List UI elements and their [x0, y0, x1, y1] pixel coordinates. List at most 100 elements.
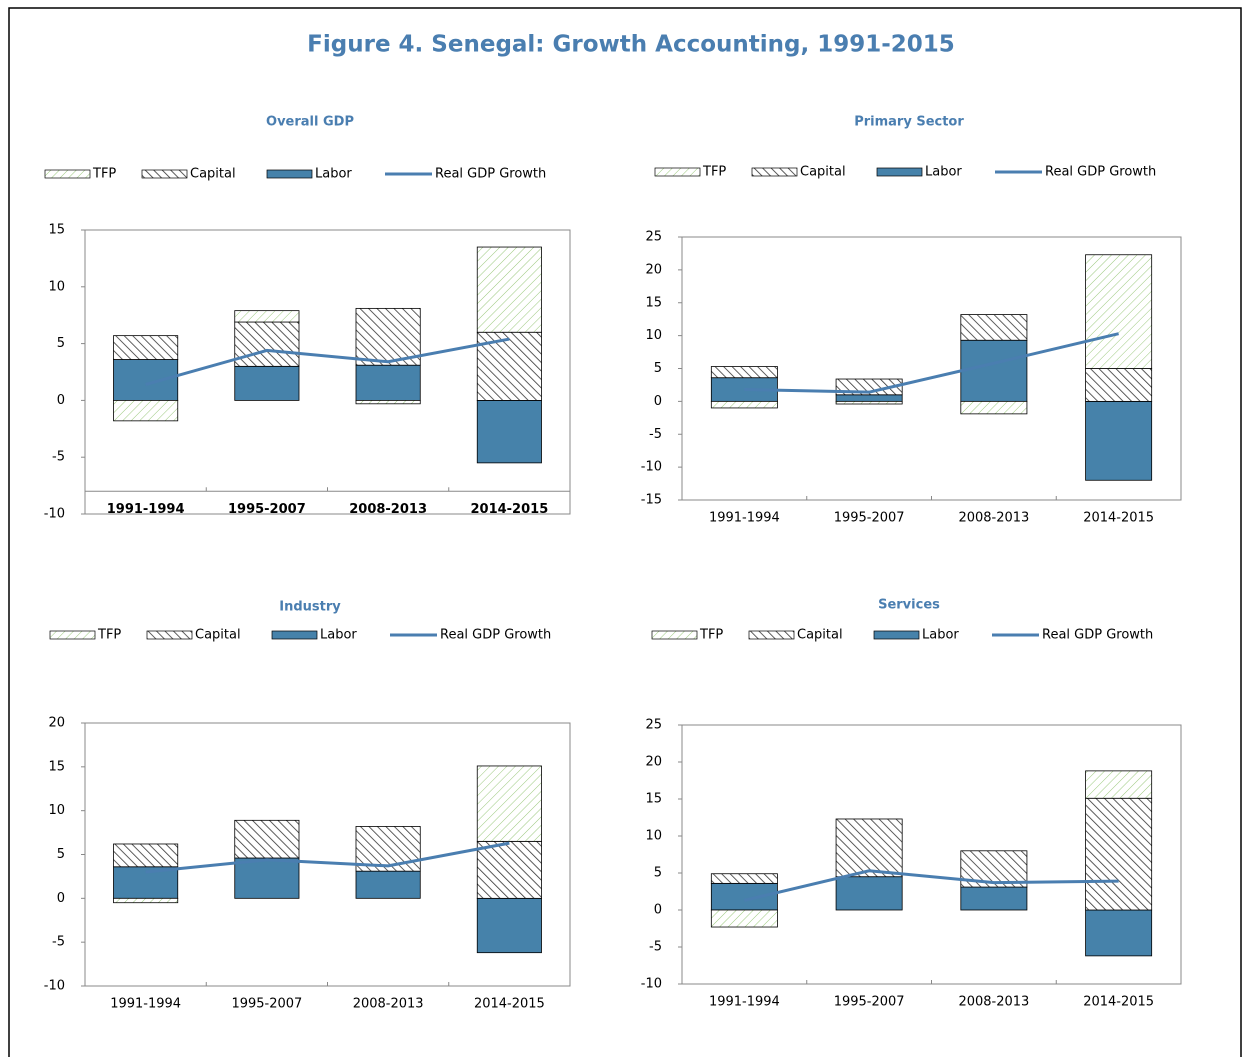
- x-tick-label: 1991-1994: [709, 511, 780, 526]
- bar-segment: [234, 819, 300, 859]
- bar-segment: [476, 897, 542, 954]
- y-tick-label: -10: [641, 460, 662, 475]
- chart-title: Overall GDP: [266, 115, 354, 130]
- legend-label: Real GDP Growth: [1045, 165, 1156, 180]
- y-tick-label: 0: [57, 891, 65, 906]
- y-tick-label: 0: [654, 903, 662, 918]
- bar-segment: [710, 909, 778, 928]
- bar-segment: [1085, 254, 1153, 369]
- x-tick-label: 1995-2007: [231, 997, 302, 1012]
- legend-label: Labor: [925, 165, 962, 180]
- legend-swatch: [651, 630, 698, 640]
- legend-swatch: [873, 630, 920, 640]
- legend-label: TFP: [699, 628, 723, 643]
- y-tick-label: 15: [48, 223, 65, 238]
- bar-segment: [476, 399, 542, 464]
- x-tick-label: 2014-2015: [470, 502, 548, 517]
- bar-segment: [1085, 770, 1153, 799]
- x-tick-label: 2008-2013: [958, 995, 1029, 1010]
- y-tick-label: 0: [57, 393, 65, 408]
- bar-segment: [1085, 400, 1153, 481]
- bar-segment: [113, 399, 179, 422]
- legend-label: TFP: [702, 165, 726, 180]
- legend-label: TFP: [97, 628, 121, 643]
- legend-label: Capital: [797, 628, 843, 643]
- bar-segment: [476, 840, 542, 899]
- y-tick-label: -10: [44, 507, 65, 522]
- y-tick-label: -5: [649, 427, 662, 442]
- legend-label: Labor: [320, 628, 357, 643]
- bar-segment: [710, 882, 778, 911]
- y-tick-label: 10: [645, 829, 662, 844]
- y-tick-label: 25: [645, 718, 662, 733]
- bar-segment: [476, 765, 542, 842]
- legend-label: Capital: [190, 167, 236, 182]
- y-tick-label: 5: [654, 866, 662, 881]
- bar-segment: [710, 873, 778, 884]
- bar-segment: [710, 400, 778, 409]
- x-tick-label: 2008-2013: [353, 997, 424, 1012]
- x-tick-label: 2014-2015: [1083, 995, 1154, 1010]
- y-tick-label: 20: [645, 755, 662, 770]
- bar-segment: [234, 310, 300, 323]
- legend-label: Real GDP Growth: [435, 167, 546, 182]
- y-tick-label: 20: [48, 716, 65, 731]
- y-tick-label: 10: [48, 279, 65, 294]
- y-tick-label: 15: [48, 759, 65, 774]
- x-tick-label: 2008-2013: [349, 502, 427, 517]
- x-tick-label: 2014-2015: [474, 997, 545, 1012]
- y-tick-label: 10: [48, 803, 65, 818]
- bar-segment: [835, 818, 903, 878]
- line: [145, 337, 510, 386]
- chart-title: Primary Sector: [854, 115, 964, 130]
- y-tick-label: -5: [52, 935, 65, 950]
- bar-segment: [234, 857, 300, 899]
- bar-segment: [835, 876, 903, 911]
- bar-segment: [355, 307, 421, 366]
- frame: [8, 7, 1242, 1057]
- bar-segment: [960, 314, 1028, 341]
- legend-swatch: [271, 630, 318, 640]
- legend-label: TFP: [92, 167, 116, 182]
- legend-label: Labor: [922, 628, 959, 643]
- legend-label: Capital: [800, 165, 846, 180]
- bar-segment: [960, 339, 1028, 402]
- bar-segment: [835, 400, 903, 405]
- legend-swatch: [49, 630, 96, 640]
- chart-title: Services: [878, 598, 940, 613]
- y-tick-label: 25: [645, 230, 662, 245]
- legend-label: Real GDP Growth: [440, 628, 551, 643]
- bar-segment: [960, 886, 1028, 911]
- y-tick-label: -10: [44, 979, 65, 994]
- x-tick-label: 2008-2013: [958, 511, 1029, 526]
- bar-segment: [113, 359, 179, 401]
- x-tick-label: 1991-1994: [709, 995, 780, 1010]
- legend-label: Capital: [195, 628, 241, 643]
- bar-segment: [355, 364, 421, 401]
- bar-segment: [355, 399, 421, 405]
- legend-swatch: [751, 167, 798, 177]
- y-tick-label: 15: [645, 295, 662, 310]
- legend-swatch: [141, 169, 188, 179]
- bar-segment: [113, 843, 179, 868]
- bar-segment: [710, 366, 778, 379]
- x-tick-label: 1995-2007: [834, 995, 905, 1010]
- y-tick-label: 5: [57, 336, 65, 351]
- bar-segment: [960, 400, 1028, 415]
- bar-segment: [234, 365, 300, 401]
- bar-segment: [113, 335, 179, 360]
- y-tick-label: -5: [649, 940, 662, 955]
- y-tick-label: -5: [52, 450, 65, 465]
- bar-segment: [1085, 797, 1153, 911]
- legend-swatch: [654, 167, 701, 177]
- figure-title: Figure 4. Senegal: Growth Accounting, 19…: [307, 32, 955, 58]
- y-tick-label: 0: [654, 394, 662, 409]
- legend-label: Real GDP Growth: [1042, 628, 1153, 643]
- bar-segment: [1085, 368, 1153, 402]
- line: [744, 869, 1119, 902]
- bar-segment: [1085, 909, 1153, 957]
- legend-swatch: [44, 169, 91, 179]
- x-tick-label: 1991-1994: [110, 997, 181, 1012]
